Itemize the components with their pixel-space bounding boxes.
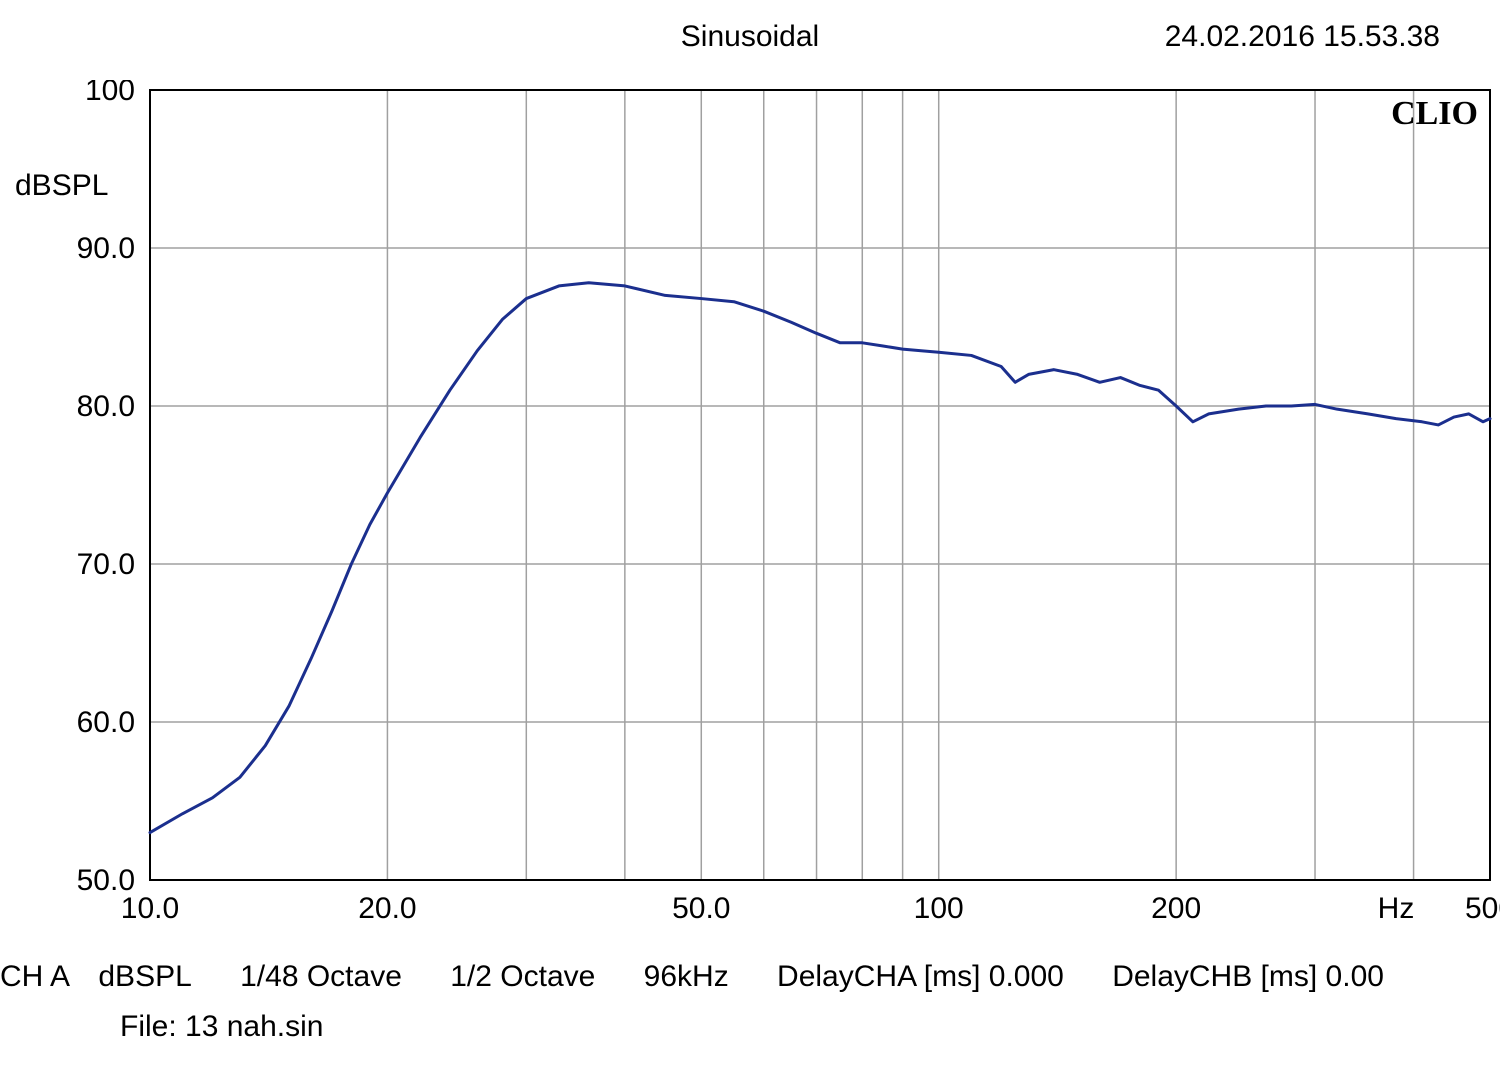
resolution-2-label: 1/2 Octave xyxy=(450,960,595,994)
unit-label: dBSPL xyxy=(98,960,191,994)
x-tick-label: 200 xyxy=(1151,892,1201,925)
y-tick-label: 90.0 xyxy=(77,232,135,265)
y-tick-label: 100 xyxy=(85,80,135,107)
x-tick-label: 10.0 xyxy=(121,892,179,925)
x-tick-label: 500 xyxy=(1465,892,1500,925)
resolution-1-label: 1/48 Octave xyxy=(240,960,402,994)
delay-cha-label: DelayCHA [ms] 0.000 xyxy=(777,960,1064,994)
file-label: File: 13 nah.sin xyxy=(120,1010,323,1044)
sample-rate-label: 96kHz xyxy=(644,960,729,994)
x-tick-label: 20.0 xyxy=(358,892,416,925)
y-tick-label: 70.0 xyxy=(77,548,135,581)
chart-title: Sinusoidal xyxy=(681,20,819,54)
app-window: Sinusoidal 24.02.2016 15.53.38 50.0 60.0 7… xyxy=(0,0,1500,1074)
x-axis-unit-label: Hz xyxy=(1378,892,1415,925)
channel-label: CH A xyxy=(0,960,70,994)
y-tick-label: 60.0 xyxy=(77,706,135,739)
chart-timestamp: 24.02.2016 15.53.38 xyxy=(1165,20,1440,54)
x-tick-label: 50.0 xyxy=(672,892,730,925)
delay-chb-label: DelayCHB [ms] 0.00 xyxy=(1112,960,1384,994)
y-axis-unit-label: dBSPL xyxy=(15,169,108,202)
x-tick-label: 100 xyxy=(914,892,964,925)
frequency-response-chart: 50.060.070.080.090.010010.020.050.010020… xyxy=(0,80,1500,950)
clio-watermark: CLIO xyxy=(1391,95,1478,132)
chart-area: 50.060.070.080.090.010010.020.050.010020… xyxy=(0,80,1500,950)
y-tick-label: 80.0 xyxy=(77,390,135,423)
footer-info-bar: CH A dBSPL 1/48 Octave 1/2 Octave 96kHz … xyxy=(0,960,1500,994)
chart-header: Sinusoidal 24.02.2016 15.53.38 xyxy=(0,20,1500,70)
